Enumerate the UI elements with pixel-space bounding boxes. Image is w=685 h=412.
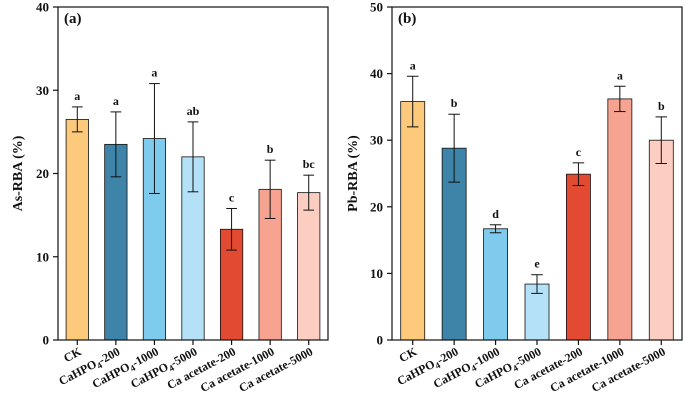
significance-letter: b: [658, 99, 665, 113]
x-tick-label: CK: [397, 344, 420, 365]
panel-as-rba: a aaabcbbc010203040CKCaHPO4-200CaHPO4-100…: [11, 0, 329, 395]
y-axis-title: Pb-RBA (%): [346, 135, 361, 212]
significance-letter: ab: [187, 104, 200, 118]
y-tick-label: 10: [36, 249, 49, 264]
y-tick-label: 40: [36, 0, 49, 15]
bar: [566, 173, 591, 341]
y-tick-label: 0: [377, 333, 384, 348]
y-tick-label: 30: [370, 133, 383, 148]
significance-letter: a: [151, 66, 157, 80]
y-tick-label: 40: [370, 66, 383, 81]
bar: [65, 118, 89, 341]
bar: [648, 139, 674, 341]
significance-letter: d: [492, 207, 499, 221]
significance-letter: a: [410, 58, 416, 72]
bar: [400, 101, 426, 341]
significance-letter: a: [617, 68, 623, 82]
significance-letter: c: [229, 190, 235, 204]
significance-letter: c: [576, 145, 582, 159]
y-tick-label: 20: [36, 166, 49, 181]
bar: [607, 98, 633, 341]
significance-letter: bc: [303, 157, 316, 171]
y-tick-label: 10: [370, 266, 383, 281]
y-tick-label: 20: [370, 199, 383, 214]
significance-letter: a: [113, 94, 119, 108]
significance-letter: e: [534, 257, 540, 271]
panel-pb-rba: abdecab01020304050CKCaHPO4-200CaHPO4-100…: [346, 0, 683, 395]
y-axis-title: As-RBA (%): [11, 135, 26, 211]
significance-letter: a: [74, 89, 80, 103]
significance-letter: b: [451, 96, 458, 110]
bar: [297, 192, 321, 341]
bar: [483, 228, 508, 341]
significance-letter: b: [267, 142, 274, 156]
panel-label: (a): [64, 11, 82, 27]
y-tick-label: 30: [36, 83, 49, 98]
panel-label: (b): [398, 11, 416, 27]
y-tick-label: 50: [370, 0, 383, 15]
y-tick-label: 0: [43, 333, 50, 348]
